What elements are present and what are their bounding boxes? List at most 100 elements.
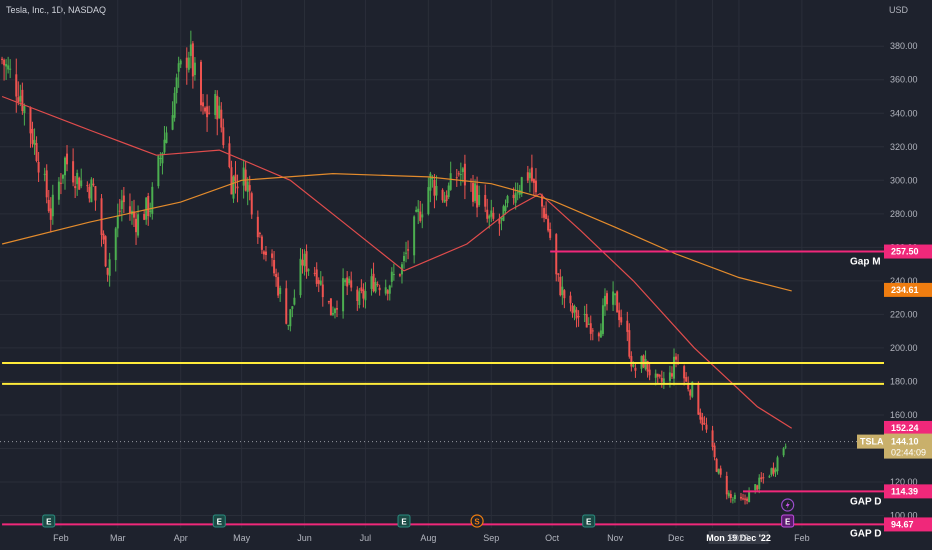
earnings-marker-label: E — [785, 518, 791, 527]
candle-body — [701, 417, 704, 425]
candle-body — [689, 390, 692, 396]
candle-body — [120, 200, 123, 210]
earnings-marker-box — [781, 514, 795, 528]
candle-body — [271, 253, 274, 258]
symbol-tag-label: TSLA — [860, 437, 884, 447]
candle-body — [218, 105, 221, 119]
candle-body — [388, 285, 391, 294]
candle-body — [441, 189, 444, 201]
candle-body — [555, 234, 558, 275]
candle-body — [563, 290, 566, 299]
candle-body — [214, 94, 217, 116]
candle-body — [236, 186, 239, 189]
candle-body — [374, 282, 377, 292]
candle-body — [739, 496, 742, 499]
price-tag-value: 234.61 — [891, 285, 919, 295]
candle-body — [506, 196, 509, 204]
candle-body — [35, 142, 38, 161]
candle-body — [599, 330, 602, 338]
candle-body — [754, 484, 757, 491]
candle-body — [746, 498, 749, 501]
candle-body — [654, 373, 657, 378]
candle-body — [486, 209, 489, 219]
event-marker: E — [42, 514, 56, 528]
candle-body — [72, 161, 75, 183]
candle-body — [19, 95, 22, 102]
event-marker: E — [781, 514, 795, 528]
candle-body — [543, 208, 546, 218]
candle-body — [758, 477, 761, 489]
candle-body — [222, 127, 225, 146]
candle-body — [29, 107, 32, 134]
event-marker: E — [212, 514, 226, 528]
candle-body — [234, 174, 237, 182]
candle-body — [248, 185, 251, 191]
candle-body — [165, 132, 168, 143]
candle-body — [597, 333, 600, 337]
candle-body — [378, 287, 381, 291]
level-label: GAP D — [850, 528, 882, 539]
candle-body — [585, 313, 588, 328]
candle-body — [699, 412, 702, 420]
candle-body — [731, 499, 734, 501]
candle-body — [358, 291, 361, 305]
candle-body — [37, 161, 40, 173]
candle-body — [725, 476, 728, 495]
candle-body — [705, 424, 708, 430]
candle-body — [208, 112, 211, 114]
candle-body — [90, 179, 93, 203]
candle-body — [589, 323, 592, 334]
candle-body — [632, 364, 635, 367]
crosshair-date-box — [708, 531, 769, 544]
candle-body — [628, 330, 631, 357]
candle-body — [498, 219, 501, 224]
candle-body — [703, 423, 706, 425]
candle-body — [285, 288, 288, 324]
candle-body — [336, 308, 339, 310]
candle-body — [220, 109, 223, 128]
candle-body — [86, 185, 89, 187]
candle-body — [3, 59, 6, 66]
candle-body — [122, 195, 125, 203]
candle-body — [526, 172, 529, 181]
candle-body — [157, 155, 160, 187]
candle-body — [177, 63, 180, 72]
candle-body — [528, 172, 531, 179]
candle-body — [59, 182, 62, 184]
candle-body — [656, 373, 659, 377]
candle-body — [445, 195, 448, 201]
x-tick-label: Dec — [668, 533, 685, 543]
candle-body — [161, 153, 164, 164]
split-marker-circle — [470, 514, 484, 528]
candle-body — [228, 143, 231, 168]
candle-body — [386, 290, 389, 294]
price-tag: 257.50 — [884, 244, 932, 259]
candle-body — [601, 305, 604, 334]
candle-body — [502, 206, 505, 222]
candle-body — [7, 65, 10, 70]
candle-body — [484, 194, 487, 207]
candle-body — [116, 215, 119, 229]
candle-body — [289, 309, 292, 327]
candle-body — [163, 139, 166, 153]
candle-body — [88, 186, 91, 199]
candle-body — [333, 308, 336, 314]
currency-label: USD — [889, 5, 909, 15]
candle-body — [646, 360, 649, 372]
candle-body — [159, 158, 162, 160]
candle-body — [287, 324, 290, 326]
candle-body — [21, 89, 24, 112]
candle-body — [193, 62, 196, 76]
candle-body — [541, 194, 544, 207]
candle-body — [317, 280, 320, 284]
candle-body — [571, 305, 574, 314]
candle-body — [230, 167, 233, 195]
candle-body — [329, 298, 332, 316]
candle-body — [61, 174, 64, 179]
moving-average-fast — [1, 95, 793, 429]
candle-body — [106, 268, 109, 275]
candle-body — [384, 287, 387, 294]
candle-body — [630, 356, 633, 367]
candle-body — [658, 375, 661, 377]
